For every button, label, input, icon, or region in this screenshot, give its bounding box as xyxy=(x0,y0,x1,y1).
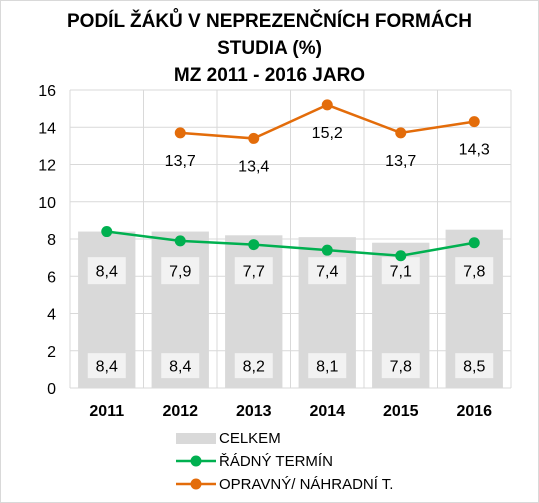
legend-label-celkem: CELKEM xyxy=(219,430,281,447)
data-label-radny: 7,7 xyxy=(243,264,265,281)
data-label-opravny: 15,2 xyxy=(312,125,343,142)
bar-label-box xyxy=(87,353,126,379)
x-tick-label: 2016 xyxy=(456,403,492,420)
line-label-box xyxy=(87,257,126,285)
data-label-radny: 7,8 xyxy=(463,264,485,281)
y-tick-label: 12 xyxy=(38,158,56,175)
line-label-box xyxy=(308,257,347,285)
legend-marker-opravny xyxy=(190,478,202,490)
data-label-radny: 7,4 xyxy=(316,264,338,281)
line-label-box xyxy=(234,257,273,285)
point-radny-termin xyxy=(321,244,333,256)
bar-label-box xyxy=(308,353,347,379)
data-label-opravny: 13,4 xyxy=(238,158,269,175)
y-tick-label: 16 xyxy=(38,83,56,100)
data-label-celkem: 8,4 xyxy=(169,359,191,376)
data-label-radny: 8,4 xyxy=(96,264,118,281)
y-tick-label: 6 xyxy=(47,269,56,286)
series-line-radny-termin xyxy=(106,230,475,258)
bar-label-box xyxy=(161,353,200,379)
point-radny-termin xyxy=(101,226,113,238)
x-tick-label: 2013 xyxy=(236,403,272,420)
point-opravny xyxy=(395,127,407,139)
bar-label-box xyxy=(455,353,494,379)
y-tick-label: 0 xyxy=(47,381,56,398)
data-label-celkem: 8,4 xyxy=(96,359,118,376)
data-label-celkem: 8,2 xyxy=(243,359,265,376)
legend-label-opravny: OPRAVNÝ/ NÁHRADNÍ T. xyxy=(219,476,393,493)
legend-marker-radny xyxy=(190,455,202,467)
point-radny-termin xyxy=(468,237,480,249)
data-label-opravny: 14,3 xyxy=(459,142,490,159)
data-label-radny: 7,9 xyxy=(169,264,191,281)
chart-title: PODÍL ŽÁKŮ V NEPREZENČNÍCH FORMÁCH STUDI… xyxy=(67,11,472,86)
x-tick-label: 2011 xyxy=(89,403,124,420)
y-tick-label: 10 xyxy=(38,195,56,212)
point-radny-termin xyxy=(174,235,186,247)
point-radny-termin xyxy=(248,239,260,251)
line-label-box xyxy=(381,257,420,285)
data-label-celkem: 8,1 xyxy=(316,359,338,376)
point-opravny xyxy=(321,99,333,111)
y-tick-label: 2 xyxy=(47,344,56,361)
y-tick-label: 14 xyxy=(38,120,56,137)
point-radny-termin xyxy=(395,250,407,262)
x-tick-label: 2014 xyxy=(309,403,345,420)
line-label-box xyxy=(455,257,494,285)
x-tick-label: 2012 xyxy=(162,403,198,420)
legend-swatch-celkem xyxy=(176,433,216,444)
point-opravny xyxy=(468,116,480,128)
data-label-radny: 7,1 xyxy=(390,264,412,281)
point-opravny xyxy=(248,132,260,144)
data-label-opravny: 13,7 xyxy=(165,153,196,170)
bar-label-box xyxy=(381,353,420,379)
y-tick-label: 4 xyxy=(47,307,56,324)
bar-label-box xyxy=(234,353,273,379)
y-tick-label: 8 xyxy=(47,232,56,249)
legend-label-radny: ŘÁDNÝ TERMÍN xyxy=(219,453,333,470)
data-label-opravny: 13,7 xyxy=(385,153,416,170)
point-opravny xyxy=(174,127,186,139)
x-tick-label: 2015 xyxy=(383,403,419,420)
data-label-celkem: 7,8 xyxy=(390,359,412,376)
data-label-celkem: 8,5 xyxy=(463,359,485,376)
line-label-box xyxy=(161,257,200,285)
